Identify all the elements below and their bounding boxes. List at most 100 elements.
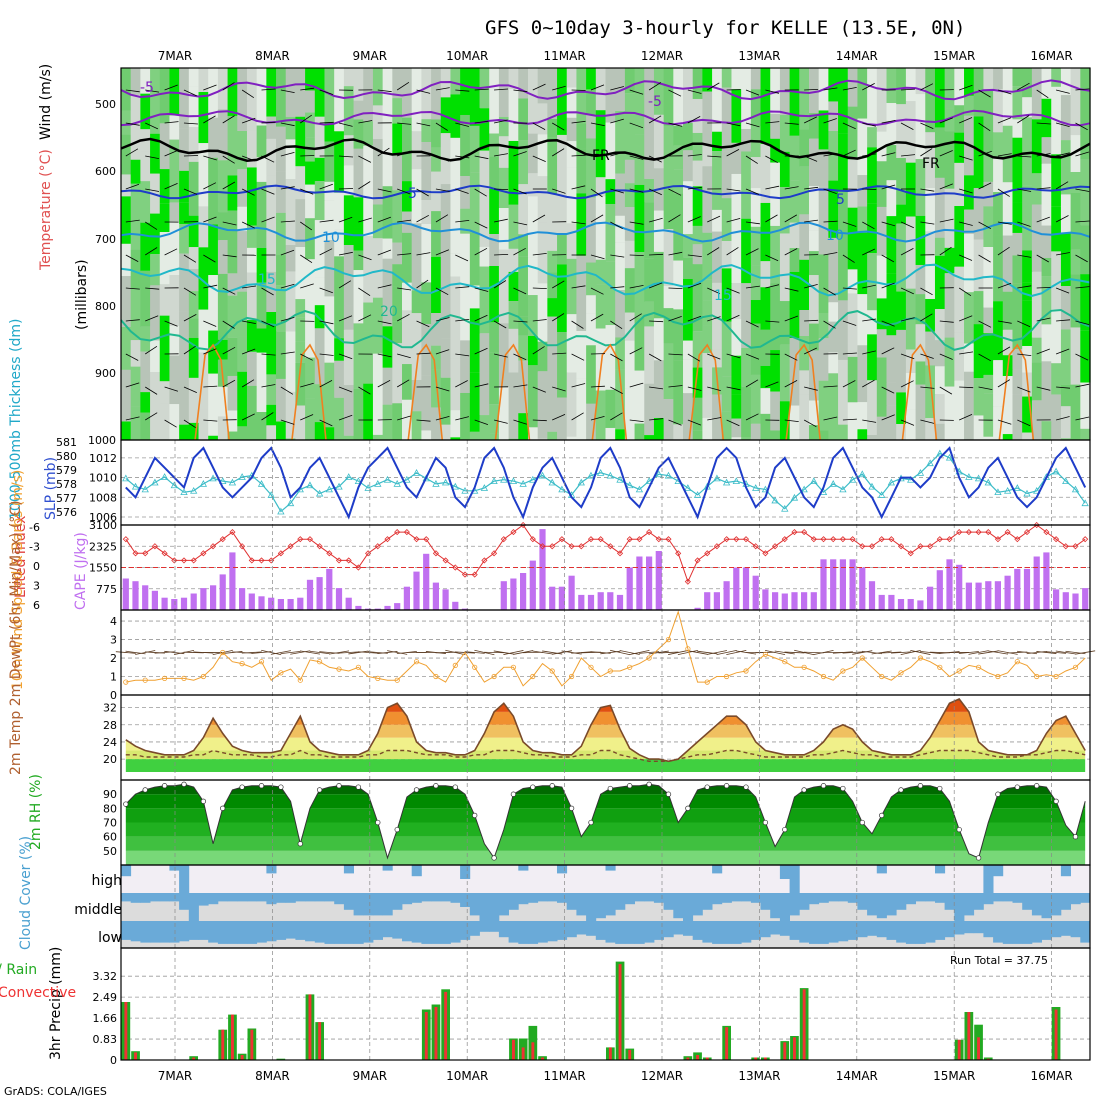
- wind-barb: [571, 120, 586, 124]
- cloud-bar: [886, 921, 897, 940]
- cloud-bar: [353, 921, 364, 944]
- rh-cell: [295, 116, 306, 167]
- rh-cell: [421, 375, 432, 431]
- wind-barb: [494, 188, 509, 190]
- wind-barb: [900, 248, 914, 256]
- rh-cell: [392, 98, 403, 124]
- rh-cell: [121, 326, 132, 370]
- rh-cell: [508, 328, 519, 373]
- rh-cell: [673, 309, 684, 361]
- wind-barb: [319, 219, 334, 223]
- rh-cell: [460, 283, 471, 341]
- rh-cell: [576, 68, 587, 124]
- cape-bar: [849, 559, 856, 610]
- wind-barb: [1036, 187, 1051, 190]
- wind-barb: [494, 88, 509, 91]
- wind-barb: [493, 419, 508, 424]
- wind-barb: [203, 348, 217, 355]
- wind-barb: [397, 415, 411, 421]
- wind-barb: [610, 353, 623, 362]
- rh-cell: [964, 400, 975, 440]
- cape-bar: [355, 605, 362, 610]
- wind10m-barb: [881, 651, 902, 654]
- wind10m-barb: [328, 650, 350, 655]
- rh-cell: [324, 362, 335, 428]
- wind-barb: [571, 285, 586, 289]
- wind10m-barb: [290, 650, 311, 655]
- rh-cell: [915, 238, 926, 265]
- cape-bar: [742, 567, 750, 610]
- cloud-bar: [566, 921, 577, 938]
- cloud-bar: [305, 921, 316, 942]
- thickness-tick: 578: [56, 478, 77, 491]
- rh-cell: [557, 332, 568, 398]
- rh-cell: [479, 108, 490, 151]
- thickness-point: [800, 485, 808, 493]
- wind-barb: [997, 320, 1012, 324]
- cloud-bar: [1080, 893, 1091, 903]
- cloud-bar: [809, 893, 820, 905]
- cloud-bar: [983, 893, 994, 905]
- cloud-bar: [886, 893, 897, 916]
- rh-cell: [673, 68, 684, 126]
- wind10m-point: [801, 664, 807, 670]
- rh-cell: [1022, 345, 1033, 373]
- wind-barb: [532, 214, 546, 223]
- cape-bar: [965, 582, 972, 610]
- cloud-bar: [925, 893, 936, 902]
- rh-cell: [518, 234, 529, 257]
- rh-cell: [944, 386, 955, 440]
- wind-barb: [435, 214, 449, 223]
- cloud-bar: [421, 893, 432, 902]
- wind10m-barb: [493, 650, 514, 655]
- rh-cell: [159, 403, 171, 440]
- rh-cell: [586, 68, 597, 90]
- wind-barb: [183, 254, 197, 263]
- wind-barb: [513, 151, 527, 157]
- rh-cell: [237, 371, 248, 427]
- precip-convective-bar: [192, 1057, 196, 1060]
- cloud-bar: [925, 921, 936, 943]
- rh-cell: [779, 233, 791, 302]
- wind-barb: [397, 219, 412, 223]
- lifted-index-point: [248, 557, 255, 564]
- contour-label: 15: [258, 272, 276, 288]
- wind-barb: [532, 155, 546, 162]
- wind-barb: [319, 320, 334, 325]
- rh-cell: [527, 295, 539, 337]
- wind-barb: [823, 252, 838, 256]
- cloud-bar: [179, 921, 190, 942]
- wind-barb: [881, 320, 895, 327]
- cloud-level-label: high: [91, 873, 122, 889]
- wind-barb: [513, 247, 526, 256]
- rh-cell: [527, 173, 539, 197]
- wind10m-point: [220, 649, 226, 656]
- rh-cell: [779, 186, 791, 234]
- rh-cell: [876, 329, 888, 358]
- rh-cell: [498, 387, 510, 440]
- rh-cell: [479, 415, 490, 440]
- rh-cell: [402, 68, 413, 118]
- wind-barb: [261, 155, 275, 163]
- chart-text: GFS 0~10day 3-hourly for KELLE (13.5E, 0…: [0, 17, 1073, 1098]
- rh-cell: [595, 110, 607, 178]
- wind-barb: [745, 379, 759, 388]
- thickness-point: [916, 469, 925, 476]
- rh-cell: [673, 145, 684, 170]
- rh-cell: [169, 68, 180, 116]
- rh-cell: [537, 176, 548, 223]
- wind-barb: [1017, 386, 1031, 393]
- temperature-tick: 20: [103, 753, 117, 766]
- thickness-point: [364, 484, 372, 491]
- rh-cell: [964, 292, 975, 344]
- wind-barb: [183, 345, 196, 355]
- thickness-point: [936, 449, 944, 457]
- rh-cell: [964, 233, 975, 293]
- rh-cell: [1070, 249, 1081, 275]
- wind-barb: [590, 154, 605, 157]
- wind-barb: [881, 120, 896, 124]
- cloud-bar: [557, 865, 568, 874]
- cloud-bar: [1070, 893, 1081, 905]
- rh-cell: [411, 169, 422, 224]
- rh-cell: [760, 329, 771, 366]
